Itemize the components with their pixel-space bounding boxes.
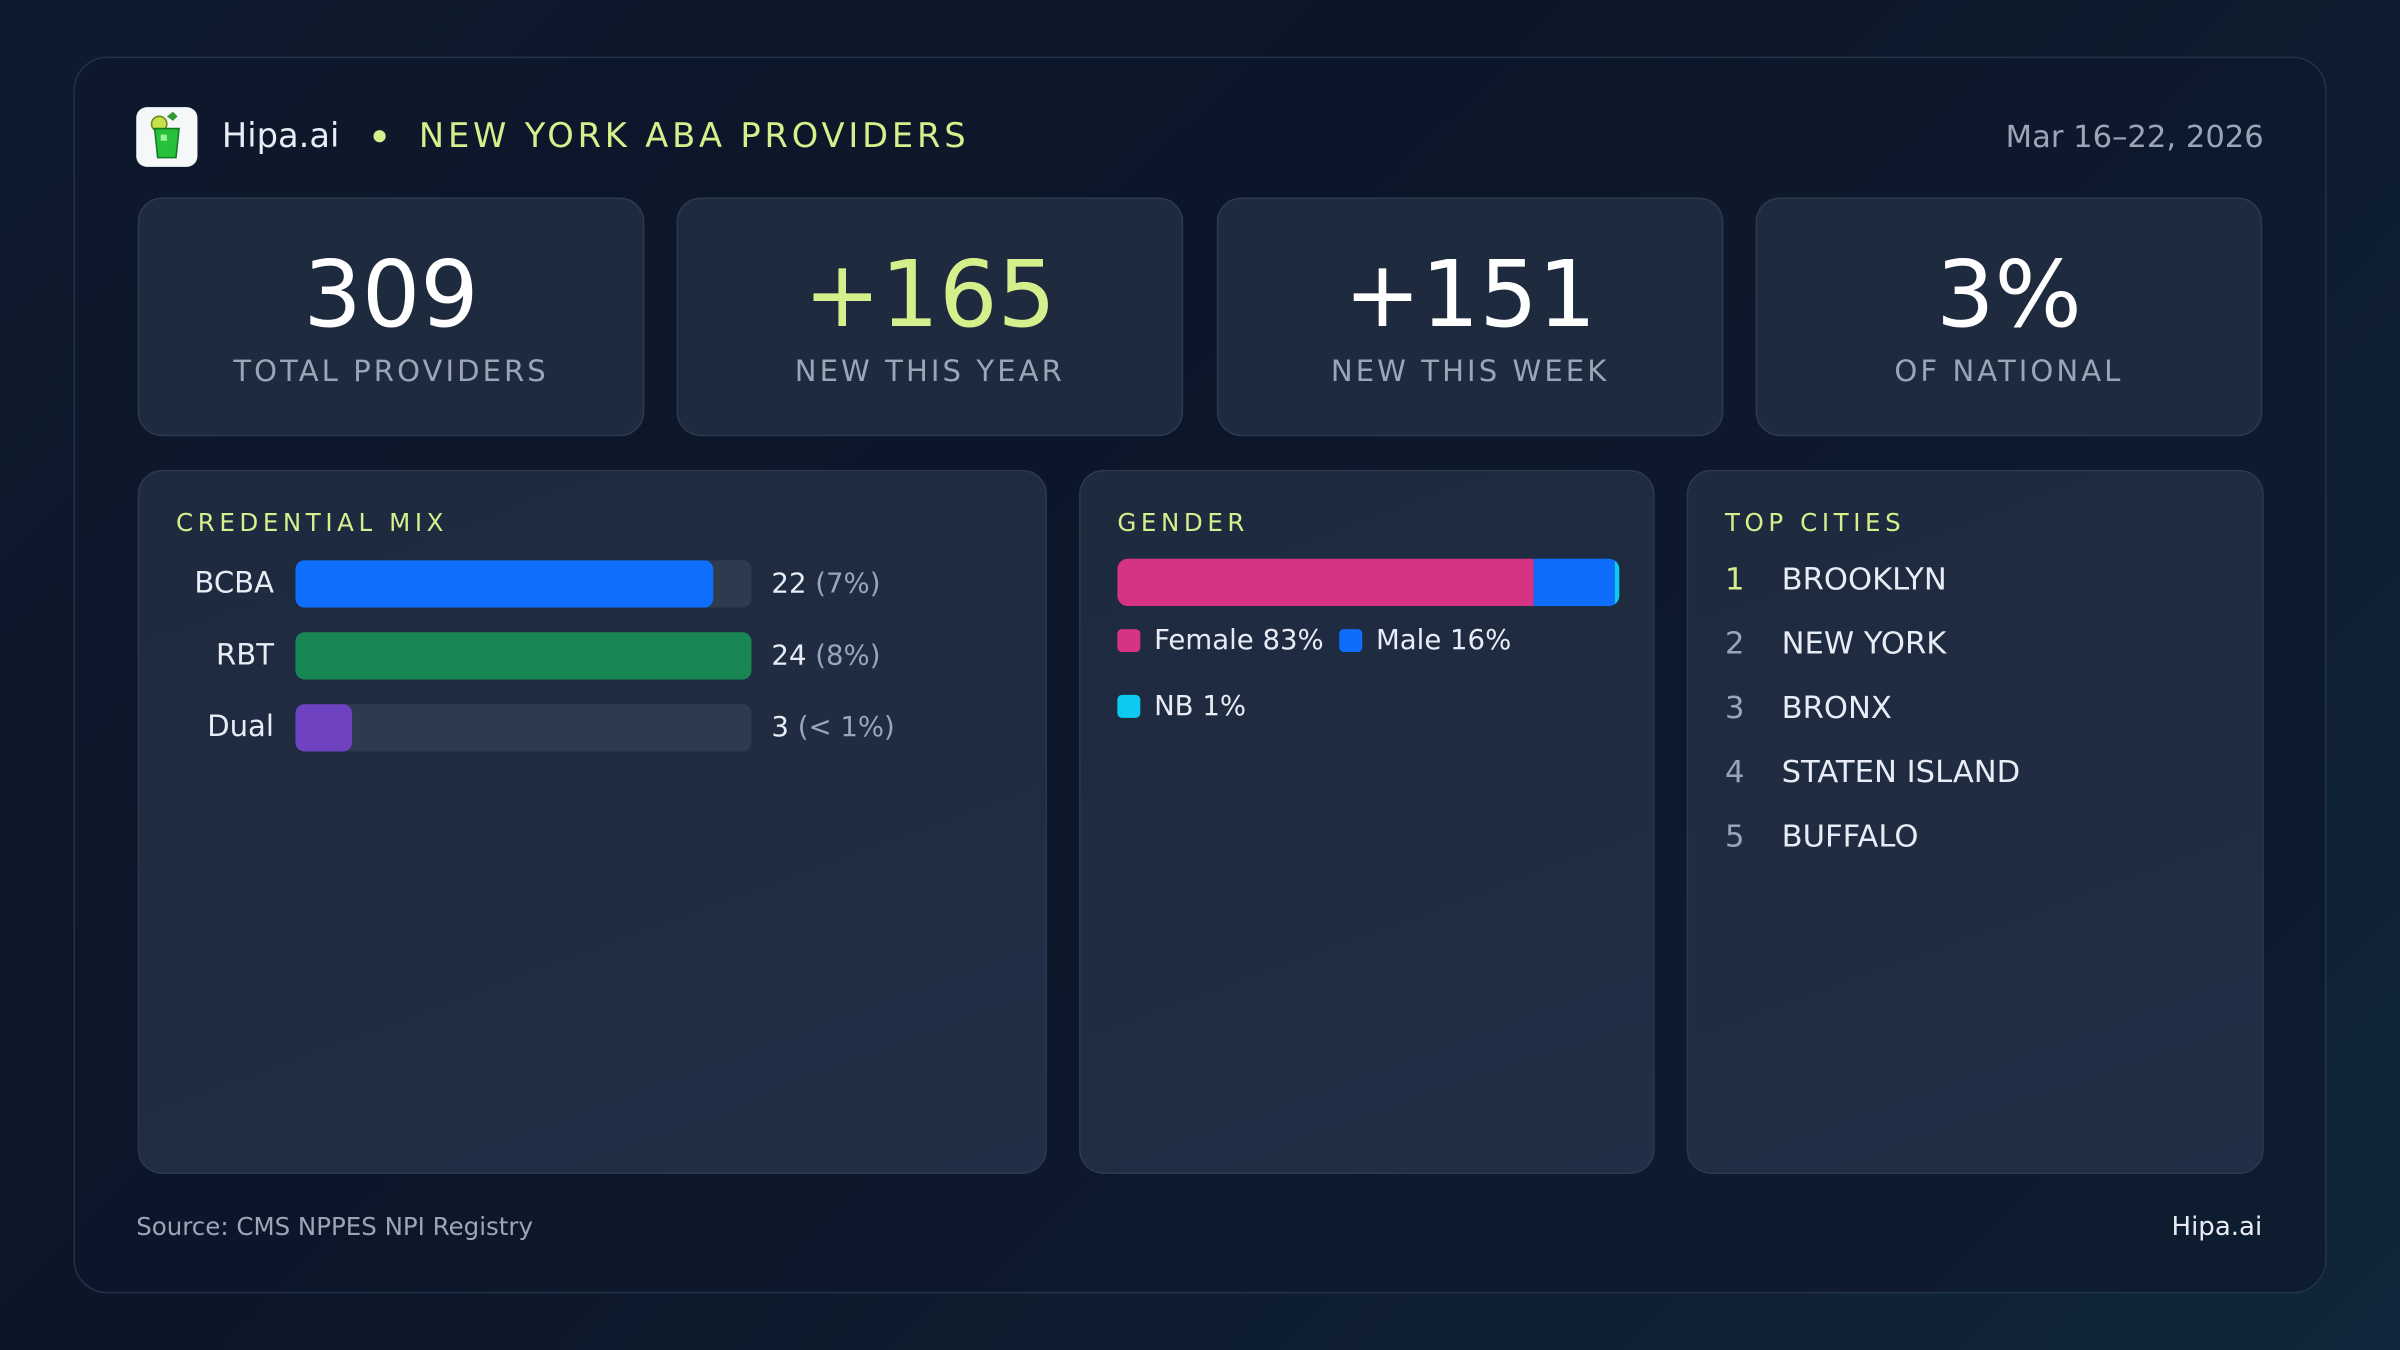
city-item: 3 BRONX: [1725, 689, 1892, 726]
credential-label: RBT: [216, 638, 274, 672]
hipa-logo-icon: [136, 106, 198, 167]
credential-count: 24: [771, 639, 807, 672]
credential-label: BCBA: [194, 566, 274, 600]
panel-title: CREDENTIAL MIX: [176, 508, 449, 538]
legend-male: Male 16%: [1339, 624, 1512, 657]
credential-value: 3 (< 1%): [771, 711, 894, 743]
city-item: 1 BROOKLYN: [1725, 560, 1947, 597]
legend-label: Male 16%: [1376, 624, 1512, 657]
legend-female: Female 83%: [1117, 624, 1324, 657]
gender-segment-male: [1534, 558, 1615, 607]
separator-dot: [373, 130, 386, 143]
credential-bar-track: [295, 559, 752, 607]
kpi-value: +151: [1344, 241, 1597, 349]
city-name: STATEN ISLAND: [1781, 753, 2021, 790]
kpi-value: +165: [803, 241, 1056, 349]
city-name: NEW YORK: [1781, 624, 1947, 662]
kpi-new-this-week: +151 NEW THIS WEEK: [1216, 197, 1724, 437]
city-rank: 1: [1724, 560, 1745, 597]
credential-bar: [295, 559, 714, 607]
city-name: BUFFALO: [1781, 817, 1919, 855]
legend-label: NB 1%: [1154, 690, 1247, 723]
credential-pct: (7%): [815, 567, 881, 600]
city-rank: 5: [1724, 817, 1745, 855]
date-range: Mar 16–22, 2026: [2005, 117, 2264, 155]
kpi-label: OF NATIONAL: [1894, 355, 2124, 389]
gender-segment-nb: [1614, 558, 1620, 607]
panel-title: GENDER: [1117, 508, 1250, 538]
legend-label: Female 83%: [1154, 624, 1324, 657]
footer-brand: Hipa.ai: [2171, 1212, 2263, 1243]
header: Hipa.ai NEW YORK ABA PROVIDERS Mar 16–22…: [136, 106, 2264, 167]
credential-bar-track: [295, 703, 752, 751]
city-item: 5 BUFFALO: [1725, 817, 1918, 854]
kpi-total-providers: 309 TOTAL PROVIDERS: [137, 197, 645, 437]
kpi-new-this-year: +165 NEW THIS YEAR: [676, 197, 1184, 437]
legend-nb: NB 1%: [1117, 690, 1246, 722]
city-name: BROOKLYN: [1781, 560, 1947, 597]
credential-value: 22 (7%): [771, 567, 880, 599]
male-swatch: [1339, 629, 1363, 653]
gender-segment-female: [1117, 558, 1535, 607]
brand-name: Hipa.ai: [221, 117, 340, 156]
city-item: 2 NEW YORK: [1725, 624, 1946, 661]
gender-stacked-bar: [1117, 558, 1620, 607]
city-item: 4 STATEN ISLAND: [1725, 753, 2020, 790]
credential-count: 3: [771, 710, 789, 744]
gender-panel: GENDER Female 83% Male 16% NB 1%: [1079, 469, 1655, 1174]
page-title: NEW YORK ABA PROVIDERS: [418, 117, 970, 156]
city-rank: 4: [1724, 753, 1745, 790]
nb-swatch: [1117, 694, 1141, 718]
kpi-of-national: 3% OF NATIONAL: [1755, 197, 2263, 437]
source-note: Source: CMS NPPES NPI Registry: [136, 1212, 533, 1242]
credential-row-dual: Dual 3 (< 1%): [176, 703, 895, 752]
credential-label: Dual: [207, 710, 274, 744]
credential-mix-panel: CREDENTIAL MIX BCBA 22 (7%) RBT 24 (8%) Du…: [137, 469, 1047, 1174]
credential-bar: [295, 703, 353, 751]
kpi-value: 309: [303, 241, 479, 349]
credential-count: 22: [771, 567, 807, 600]
female-swatch: [1117, 629, 1141, 653]
kpi-value: 3%: [1936, 241, 2082, 349]
credential-bar-track: [295, 631, 752, 679]
credential-row-rbt: RBT 24 (8%): [176, 631, 880, 680]
city-name: BRONX: [1781, 688, 1892, 726]
credential-pct: (8%): [815, 639, 881, 672]
kpi-label: TOTAL PROVIDERS: [233, 355, 549, 389]
kpi-label: NEW THIS WEEK: [1330, 355, 1610, 389]
kpi-label: NEW THIS YEAR: [794, 355, 1065, 389]
credential-value: 24 (8%): [771, 639, 880, 671]
credential-row-bcba: BCBA 22 (7%): [176, 559, 880, 608]
credential-bar: [295, 631, 752, 679]
city-rank: 3: [1724, 688, 1745, 726]
panel-title: TOP CITIES: [1724, 508, 1906, 538]
credential-pct: (< 1%): [797, 710, 895, 744]
city-rank: 2: [1724, 624, 1745, 662]
